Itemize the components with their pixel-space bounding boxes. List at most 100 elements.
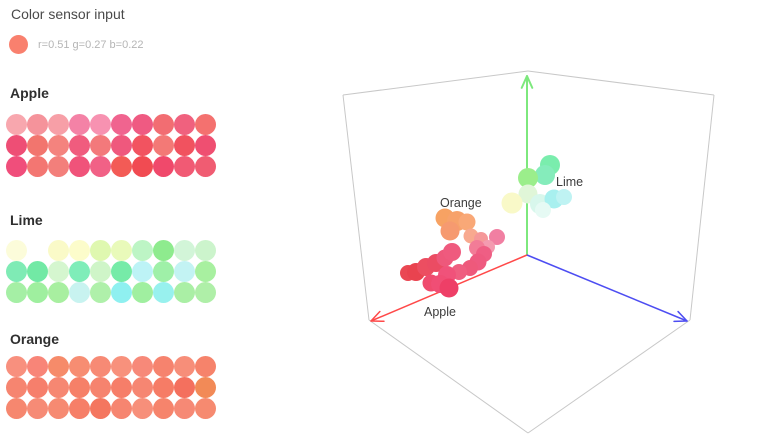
blue-axis-arrowhead <box>677 310 688 322</box>
apple-scatter-point <box>439 278 459 298</box>
color-swatch-dot <box>48 135 69 156</box>
color-swatch-dot <box>27 398 48 419</box>
color-swatch-dot <box>153 282 174 303</box>
color-swatch-dot <box>48 156 69 177</box>
color-swatch-dot <box>90 398 111 419</box>
color-swatch-dot <box>6 135 27 156</box>
color-swatch-dot <box>153 135 174 156</box>
color-swatch-dot <box>153 240 174 261</box>
color-swatch-dot <box>48 282 69 303</box>
color-swatch-dot <box>111 135 132 156</box>
orange-cluster-label: Orange <box>440 196 482 210</box>
red-axis-arrowhead <box>370 310 381 322</box>
cube-edge <box>342 70 529 96</box>
color-swatch-dot <box>48 398 69 419</box>
color-swatch-dot <box>69 156 90 177</box>
color-swatch-dot <box>90 156 111 177</box>
color-swatch-dot <box>132 377 153 398</box>
color-swatch-dot <box>27 261 48 282</box>
color-swatch-dot <box>48 356 69 377</box>
color-swatch-dot <box>111 240 132 261</box>
color-swatch-dot <box>90 240 111 261</box>
color-swatch-dot <box>27 356 48 377</box>
color-swatch-dot <box>48 377 69 398</box>
cube-edge <box>527 319 691 434</box>
color-swatch-dot <box>153 356 174 377</box>
cube-edge <box>527 70 715 96</box>
color-swatch-dot <box>153 398 174 419</box>
color-swatch-dot <box>69 377 90 398</box>
color-swatch-dot <box>111 377 132 398</box>
cube-edge <box>689 94 715 321</box>
color-swatch-dot <box>48 261 69 282</box>
color-swatch-dot <box>69 240 90 261</box>
color-swatch-dot <box>6 240 27 261</box>
color-swatch-dot <box>153 377 174 398</box>
color-swatch-dot <box>195 377 216 398</box>
color-swatch-dot <box>153 114 174 135</box>
orange-scatter-point <box>440 221 460 241</box>
orange-swatch-grid <box>6 356 216 419</box>
color-swatch-dot <box>111 282 132 303</box>
lime-scatter-point <box>556 189 572 205</box>
color-swatch-dot <box>153 261 174 282</box>
color-swatch-dot <box>195 135 216 156</box>
color-swatch-dot <box>90 377 111 398</box>
sensor-rgb-value: r=0.51 g=0.27 b=0.22 <box>38 39 144 51</box>
section-label-lime: Lime <box>10 212 43 228</box>
color-swatch-dot <box>27 114 48 135</box>
color-swatch-dot <box>174 135 195 156</box>
color-swatch-dot <box>174 377 195 398</box>
color-swatch-dot <box>27 135 48 156</box>
color-swatch-dot <box>195 356 216 377</box>
color-swatch-dot <box>90 356 111 377</box>
apple-scatter-point <box>443 243 461 261</box>
color-swatch-dot <box>195 398 216 419</box>
lime-swatch-grid <box>6 240 216 303</box>
color-swatch-dot <box>195 114 216 135</box>
color-swatch-dot <box>90 114 111 135</box>
apple-swatch-grid <box>6 114 216 177</box>
color-swatch-dot <box>195 240 216 261</box>
green-axis-arrowhead <box>526 75 534 89</box>
color-swatch-dot <box>69 114 90 135</box>
color-swatch-dot <box>132 282 153 303</box>
color-swatch-dot <box>69 135 90 156</box>
cube-edge <box>342 94 370 321</box>
color-swatch-dot <box>27 282 48 303</box>
lime-scatter-point <box>535 202 551 218</box>
color-swatch-dot <box>195 261 216 282</box>
color-swatch-dot <box>174 261 195 282</box>
color-swatch-dot <box>132 156 153 177</box>
color-swatch-dot <box>6 398 27 419</box>
color-swatch-dot <box>174 114 195 135</box>
color-swatch-dot <box>174 398 195 419</box>
color-swatch-dot <box>6 114 27 135</box>
color-swatch-dot <box>111 356 132 377</box>
section-label-orange: Orange <box>10 331 60 347</box>
lime-scatter-point <box>501 192 523 214</box>
color-swatch-dot <box>27 240 48 261</box>
color-swatch-dot <box>174 240 195 261</box>
color-swatch-dot <box>153 156 174 177</box>
color-swatch-dot <box>174 282 195 303</box>
color-swatch-dot <box>174 356 195 377</box>
page-title: Color sensor input <box>11 6 125 22</box>
color-swatch-dot <box>6 282 27 303</box>
color-swatch-dot <box>132 398 153 419</box>
color-swatch-dot <box>111 261 132 282</box>
color-swatch-dot <box>48 114 69 135</box>
color-swatch-dot <box>195 156 216 177</box>
color-swatch-dot <box>111 114 132 135</box>
color-swatch-dot <box>6 261 27 282</box>
color-swatch-dot <box>6 156 27 177</box>
lime-scatter-point <box>535 165 555 185</box>
color-swatch-dot <box>132 114 153 135</box>
color-swatch-dot <box>111 398 132 419</box>
color-swatch-dot <box>90 282 111 303</box>
cube-edge <box>368 319 529 434</box>
color-swatch-dot <box>90 261 111 282</box>
color-swatch-dot <box>174 156 195 177</box>
orange-scatter-point <box>458 213 476 231</box>
